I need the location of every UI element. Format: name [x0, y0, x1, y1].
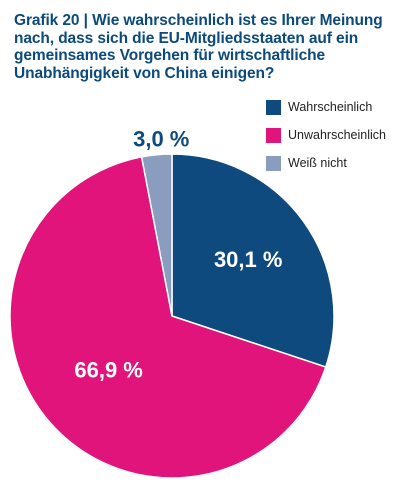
- slice-label-weiss-nicht: 3,0 %: [133, 126, 189, 151]
- legend-item-unwahrscheinlich: Unwahrscheinlich: [266, 121, 406, 149]
- legend-label: Unwahrscheinlich: [288, 128, 386, 142]
- legend-swatch: [266, 127, 281, 143]
- legend-item-weiss-nicht: Weiß nicht: [266, 149, 406, 177]
- legend: Wahrscheinlich Unwahrscheinlich Weiß nic…: [266, 93, 406, 177]
- slice-label-wahrscheinlich: 30,1 %: [214, 247, 283, 272]
- pie-slices: [9, 153, 335, 479]
- slice-wahrscheinlich: [171, 153, 335, 368]
- legend-label: Weiß nicht: [288, 156, 347, 170]
- pie-labels: 30,1 % 66,9 % 3,0 %: [74, 126, 282, 382]
- chart-title: Grafik 20 | Wie wahrscheinlich ist es Ih…: [14, 12, 383, 82]
- legend-swatch: [266, 99, 281, 115]
- legend-label: Wahrscheinlich: [288, 100, 373, 114]
- slice-weiss-nicht: [140, 153, 173, 317]
- legend-swatch: [266, 155, 281, 171]
- slice-label-unwahrscheinlich: 66,9 %: [74, 357, 143, 382]
- slice-unwahrscheinlich: [9, 155, 327, 479]
- legend-item-wahrscheinlich: Wahrscheinlich: [266, 93, 406, 121]
